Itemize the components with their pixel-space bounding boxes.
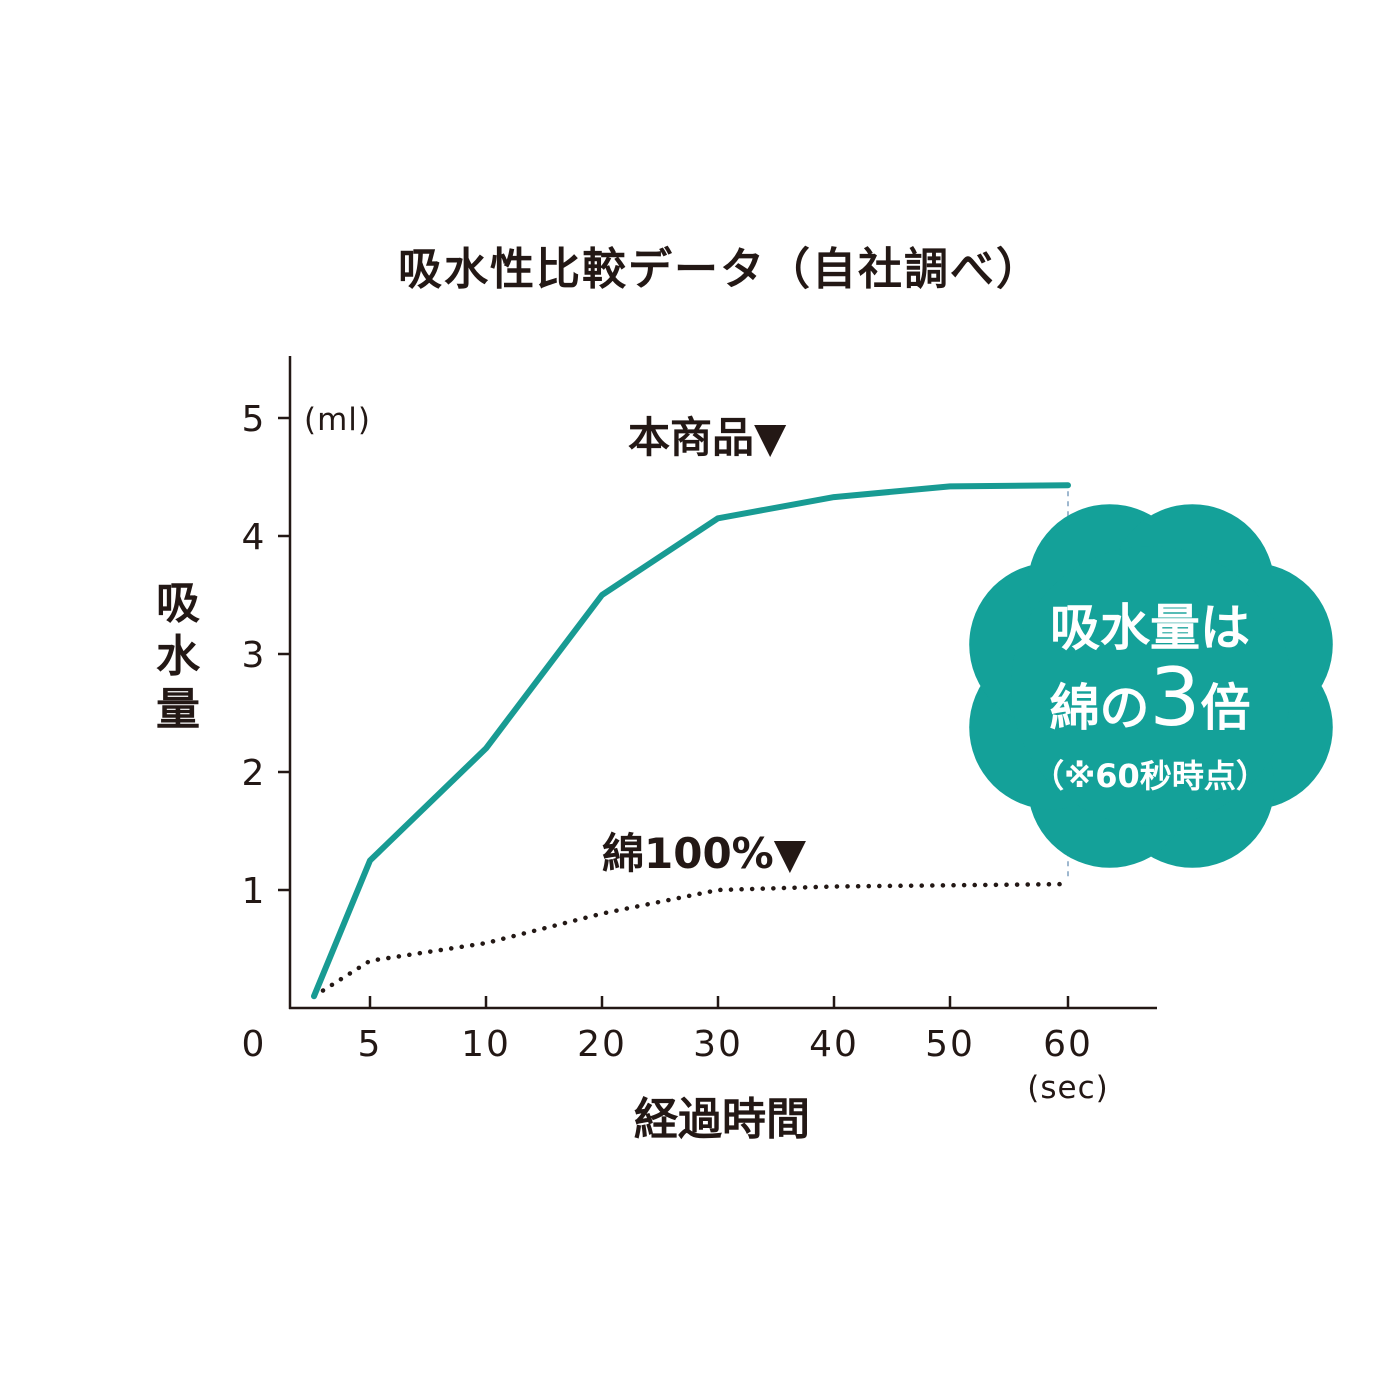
badge-line2-prefix: 綿の [1050,679,1150,737]
y-tick-label: 2 [242,753,267,794]
badge-line2: 綿の3倍 [1050,651,1251,744]
y-axis-label-char: 吸 [156,578,200,629]
x-tick-label: 60 [1043,1024,1093,1065]
comparison-badge: 吸水量は 綿の3倍 （※60秒時点） [969,504,1333,868]
y-tick-label: 5 [242,399,267,440]
y-tick-label: 1 [242,871,267,912]
x-axis-ticks: 5 10 20 30 40 50 60 [358,996,1093,1065]
y-unit-label: (ml) [304,402,371,438]
y-axis-label-char: 量 [156,684,200,735]
flower-badge-shape [969,504,1333,868]
x-tick-label: 50 [925,1024,975,1065]
x-unit-label: (sec) [1027,1070,1108,1106]
series-points [314,485,1069,997]
y-axis-ticks: 1 2 3 4 5 [242,399,290,912]
x-tick-label: 20 [577,1024,627,1065]
x-tick-label: 30 [693,1024,743,1065]
series-label-cotton: 綿100%▼ [602,829,807,878]
series-line-product [311,482,1071,1000]
y-tick-label: 3 [242,635,267,676]
badge-line1: 吸水量は [1050,599,1250,657]
chart-title: 吸水性比較データ（自社調べ） [398,244,1042,295]
badge-line3: （※60秒時点） [1032,757,1268,795]
origin-label: 0 [242,1024,267,1065]
badge-multiplier-number: 3 [1150,651,1201,744]
x-tick-label: 5 [358,1024,383,1065]
flower-center [1011,546,1291,826]
series-line-cotton [311,881,1071,999]
x-tick-label: 40 [809,1024,859,1065]
series-label-product: 本商品▼ [628,413,787,462]
y-axis-label: 吸水量 [156,578,201,735]
y-tick-label: 4 [242,517,267,558]
x-axis-label: 経過時間 [634,1094,810,1145]
x-tick-label: 10 [461,1024,511,1065]
badge-line2-suffix: 倍 [1200,679,1250,737]
y-axis-label-char: 水 [156,631,201,682]
